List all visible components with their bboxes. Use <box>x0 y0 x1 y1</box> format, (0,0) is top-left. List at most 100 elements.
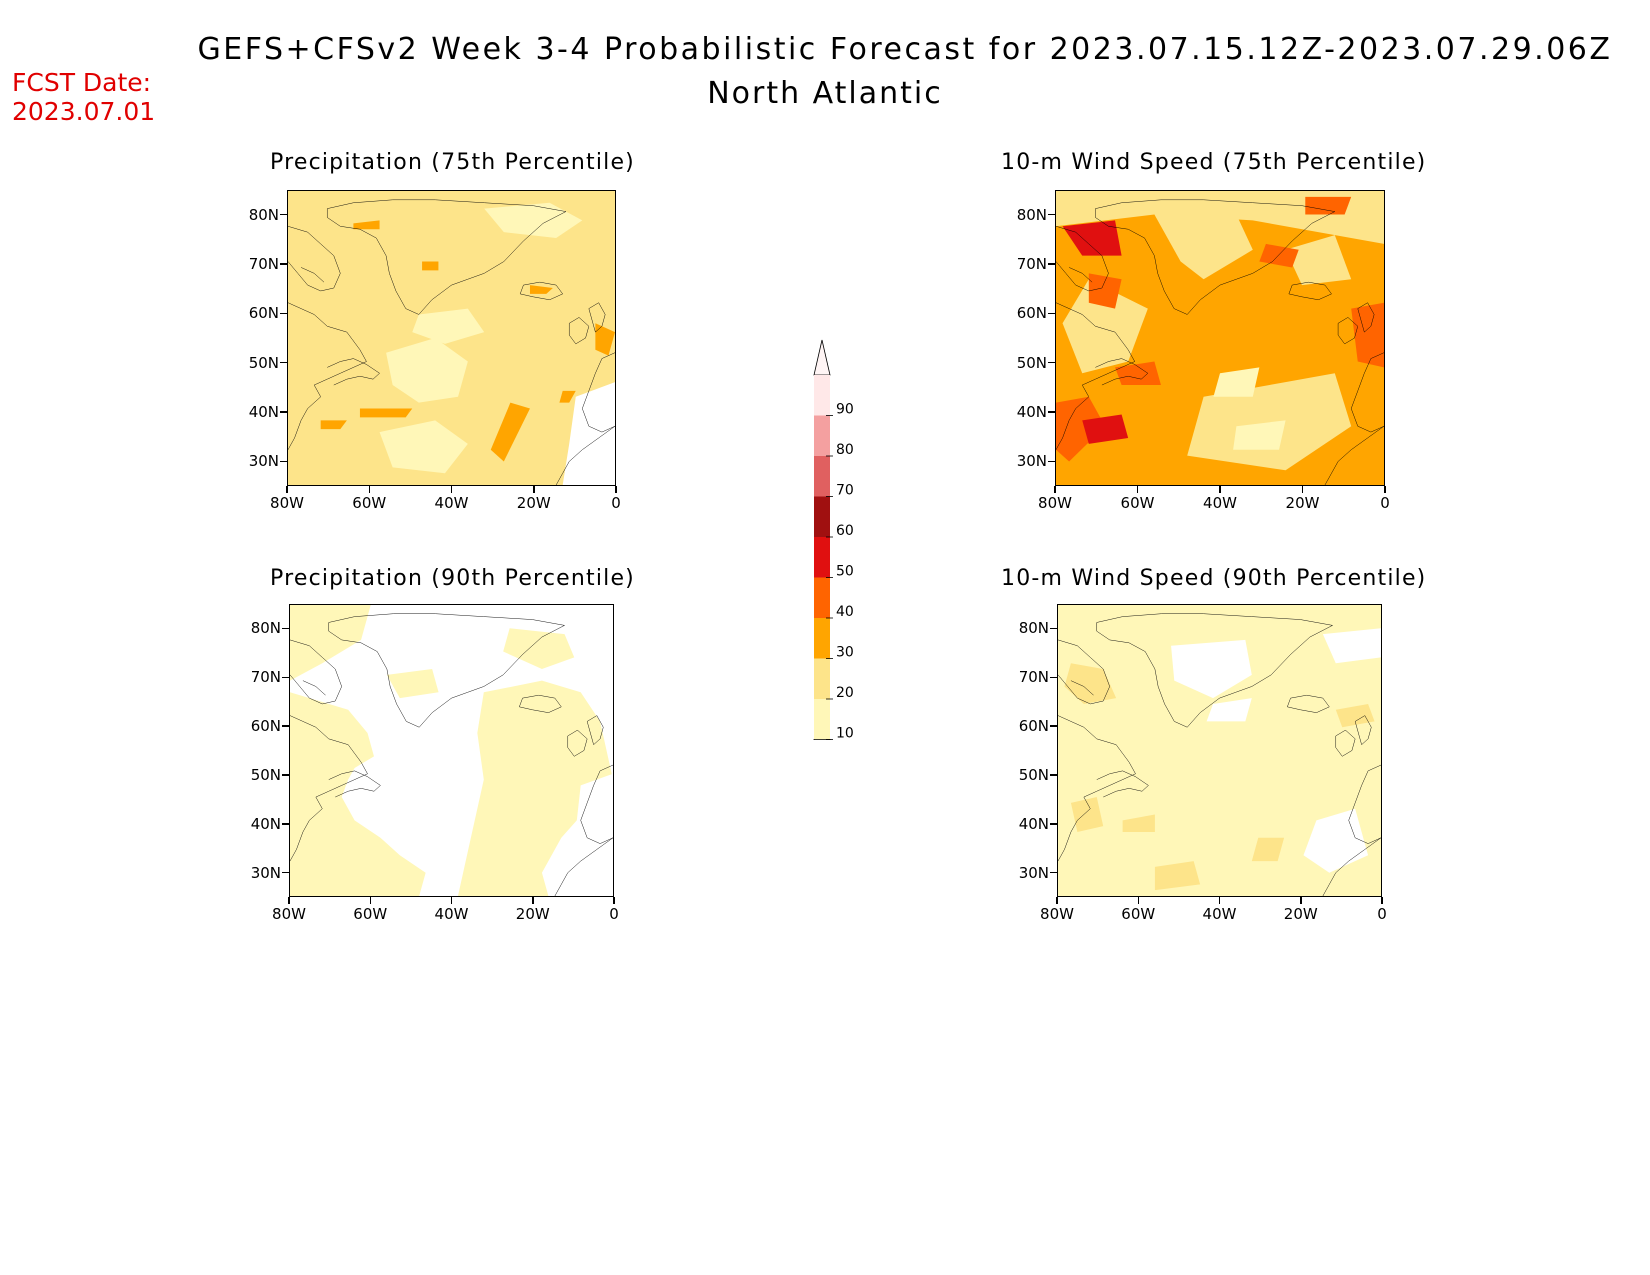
coastline <box>1338 303 1384 432</box>
coastline <box>1336 716 1381 844</box>
lon-tick-mark <box>613 897 615 904</box>
lat-tick-label: 30N <box>250 863 281 882</box>
lat-tick-label: 60N <box>1016 304 1047 323</box>
coastline <box>329 771 381 797</box>
coastline <box>556 426 615 485</box>
field-shade <box>412 308 485 344</box>
lon-tick-mark <box>450 897 453 904</box>
map-precip-90 <box>289 604 614 897</box>
colorbar-level-label: 50 <box>836 564 854 580</box>
lon-tick-label: 80W <box>1040 905 1074 923</box>
lat-tick-mark <box>280 411 287 413</box>
lon-tick-mark <box>1218 897 1221 904</box>
coastline <box>569 303 615 432</box>
lon-tick-label: 60W <box>1120 494 1155 512</box>
map-field-2 <box>290 605 613 896</box>
coastline <box>555 838 613 896</box>
lat-tick-label: 80N <box>1016 205 1047 224</box>
lat-tick-mark <box>282 725 289 727</box>
field-shade <box>490 402 530 462</box>
lat-tick-mark <box>1050 823 1057 825</box>
colorbar-swatch <box>814 658 830 699</box>
field-shade <box>1303 808 1369 873</box>
lon-tick-mark <box>1136 486 1139 493</box>
lat-tick-mark <box>1048 312 1055 315</box>
lat-tick-mark <box>1048 263 1055 265</box>
panel-title-wind-90: 10-m Wind Speed (90th Percentile) <box>1001 566 1427 591</box>
colorbar-level-label: 80 <box>836 442 854 458</box>
field-shade <box>1154 861 1201 891</box>
lat-tick-mark <box>1048 411 1055 413</box>
colorbar-level-label: 40 <box>836 604 854 620</box>
colorbar-level-label: 90 <box>836 402 854 418</box>
field-shade <box>503 628 575 670</box>
lat-tick-mark <box>282 676 289 678</box>
lat-tick-mark <box>280 460 287 463</box>
colorbar-level-label: 70 <box>836 483 854 499</box>
colorbar-swatch <box>814 456 830 497</box>
lon-tick-label: 60W <box>352 494 387 512</box>
field-shade <box>379 420 468 474</box>
lat-tick-label: 60N <box>250 717 281 736</box>
coastline <box>1323 838 1381 896</box>
coastline <box>1097 614 1333 727</box>
lat-tick-label: 40N <box>250 814 281 833</box>
lat-tick-label: 70N <box>248 255 279 273</box>
lat-tick-label: 80N <box>250 619 281 638</box>
lon-tick-mark <box>368 486 370 493</box>
field-shade <box>1233 420 1286 450</box>
lon-tick-mark <box>615 486 617 493</box>
map-field-0 <box>288 191 615 485</box>
lon-tick-mark <box>1384 486 1386 493</box>
map-field-3 <box>1058 605 1381 896</box>
colorbar-graphic: 90 80 70 60 50 40 30 20 10 <box>813 339 854 775</box>
lon-tick-mark <box>288 897 290 904</box>
colorbar-top-arrow <box>813 339 831 376</box>
lat-tick-label: 60N <box>248 304 279 323</box>
lon-tick-label: 40W <box>434 494 469 512</box>
lat-tick-mark <box>282 823 289 825</box>
field-shade <box>353 220 380 230</box>
coastline <box>568 716 613 844</box>
lon-tick-label: 60W <box>353 905 388 923</box>
field-shade <box>1305 196 1352 215</box>
lat-tick-mark <box>1050 676 1057 678</box>
colorbar-swatch <box>814 415 830 456</box>
colorbar-legend: 90 80 70 60 50 40 30 20 10 <box>800 330 880 775</box>
lon-tick-mark <box>1219 486 1221 493</box>
field-shade <box>595 323 615 356</box>
panel-title-wind-75: 10-m Wind Speed (75th Percentile) <box>1001 150 1427 175</box>
lon-tick-label: 60W <box>1121 905 1156 923</box>
lon-tick-label: 40W <box>1202 905 1237 923</box>
coastline <box>1056 226 1135 449</box>
lat-tick-label: 30N <box>248 452 279 471</box>
field-shade <box>1213 367 1260 397</box>
colorbar-swatch <box>814 537 830 578</box>
field-shade <box>562 382 615 485</box>
lat-tick-mark <box>1048 213 1055 216</box>
lon-tick-label: 0 <box>609 905 619 923</box>
coastline <box>1287 695 1329 712</box>
lat-tick-mark <box>280 361 287 364</box>
lon-tick-mark <box>1300 897 1302 904</box>
lat-tick-mark <box>282 627 289 630</box>
fcst-date-value: 2023.07.01 <box>12 97 156 126</box>
lat-tick-mark <box>1048 361 1055 364</box>
lat-tick-label: 50N <box>250 765 281 784</box>
lat-tick-label: 40N <box>248 403 279 421</box>
figure-title: GEFS+CFSv2 Week 3-4 Probabilistic Foreca… <box>197 32 1613 67</box>
lat-tick-mark <box>1050 871 1057 874</box>
lat-tick-mark <box>1050 627 1057 630</box>
coastline <box>288 226 366 449</box>
coastline <box>327 359 379 385</box>
lon-tick-label: 80W <box>1038 494 1072 512</box>
lat-tick-label: 80N <box>248 205 279 224</box>
lat-tick-label: 80N <box>1018 619 1049 638</box>
lat-tick-label: 30N <box>1016 452 1047 471</box>
colorbar-level-label: 60 <box>836 523 854 539</box>
field-shade <box>320 420 347 430</box>
lat-tick-label: 50N <box>248 353 279 372</box>
coastline <box>329 614 565 727</box>
lon-tick-mark <box>1301 486 1304 493</box>
map-precip-75 <box>287 190 616 486</box>
